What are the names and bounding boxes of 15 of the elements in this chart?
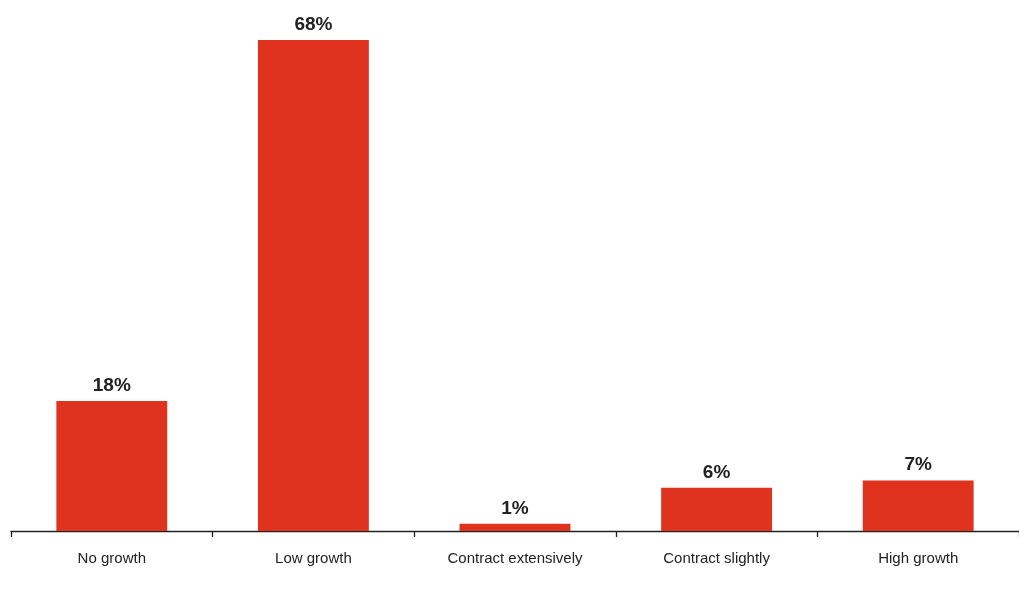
bar	[862, 480, 974, 531]
bar	[56, 401, 168, 531]
x-tick-label: Contract slightly	[663, 549, 771, 566]
x-tick-label: Low growth	[275, 549, 352, 566]
x-tick-label: No growth	[77, 549, 146, 566]
x-tick-label: Contract extensively	[447, 549, 584, 566]
data-label: 6%	[702, 460, 731, 482]
data-label: 1%	[501, 496, 529, 518]
data-label: 18%	[92, 374, 131, 396]
data-label: 7%	[904, 453, 933, 475]
bar	[257, 40, 369, 531]
bar	[661, 487, 773, 531]
data-label: 68%	[294, 13, 333, 34]
bar	[459, 523, 571, 531]
x-tick-label: High growth	[878, 549, 959, 566]
